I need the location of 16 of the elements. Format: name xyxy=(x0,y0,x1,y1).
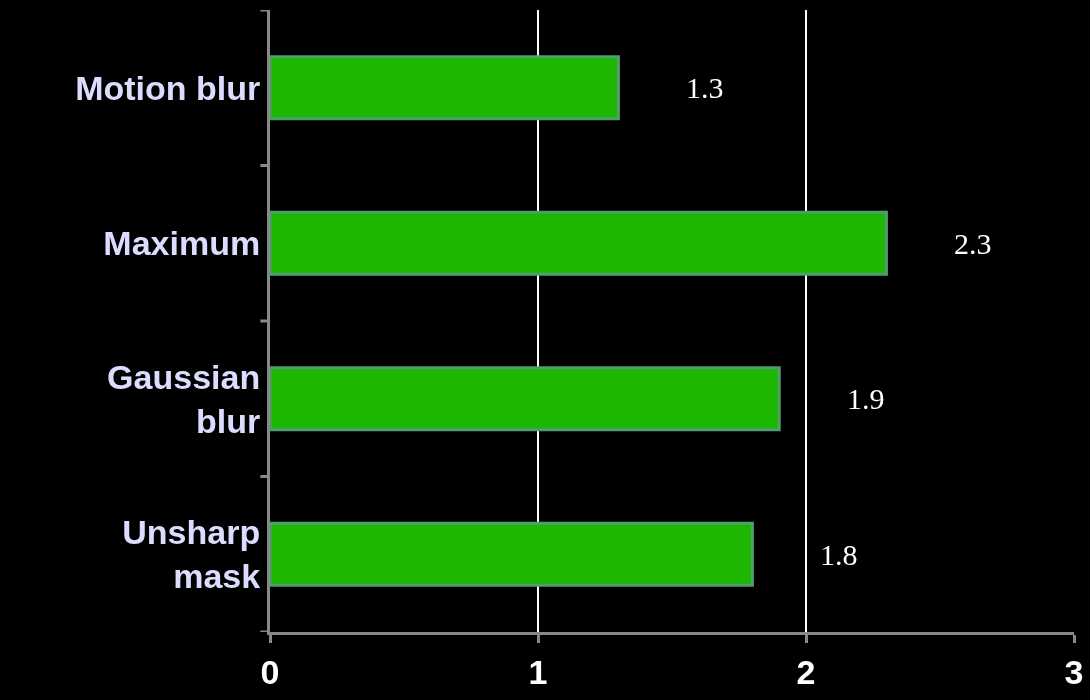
bar xyxy=(270,55,620,121)
data-label: 1.3 xyxy=(686,71,724,104)
data-label: 1.8 xyxy=(820,538,858,571)
bar xyxy=(270,366,781,432)
data-label: 1.9 xyxy=(847,382,885,415)
x-tick-label: 0 xyxy=(260,652,280,691)
x-tick-label: 1 xyxy=(528,652,548,691)
data-label: 2.3 xyxy=(954,227,992,260)
y-tick-label: Gaussian blur xyxy=(107,357,261,440)
y-tick-label: Maximum xyxy=(103,224,261,263)
bar xyxy=(270,521,754,587)
x-tick-label: 2 xyxy=(796,652,816,691)
bar xyxy=(270,210,888,276)
x-tick-label: 3 xyxy=(1064,652,1084,691)
y-tick-label: Unsharp mask xyxy=(122,513,261,596)
y-tick-label: Motion blur xyxy=(75,68,261,107)
